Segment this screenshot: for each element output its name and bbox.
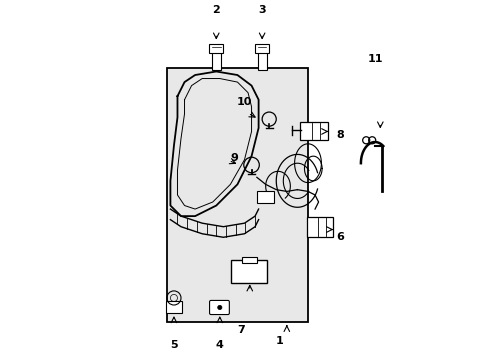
Circle shape (217, 305, 222, 310)
Text: 10: 10 (236, 97, 252, 107)
Text: 3: 3 (258, 5, 265, 15)
Bar (256, 191, 273, 203)
Text: 9: 9 (229, 153, 237, 163)
FancyBboxPatch shape (209, 44, 223, 53)
FancyBboxPatch shape (242, 257, 256, 264)
Bar (166, 301, 182, 313)
Bar (257, 52, 266, 70)
Text: 4: 4 (215, 339, 224, 350)
FancyBboxPatch shape (230, 260, 266, 283)
Text: 1: 1 (275, 336, 283, 346)
Text: 6: 6 (336, 232, 344, 242)
Text: 7: 7 (237, 325, 244, 336)
Text: 2: 2 (212, 5, 220, 15)
Bar (211, 52, 221, 70)
FancyBboxPatch shape (255, 44, 268, 53)
FancyBboxPatch shape (306, 217, 332, 237)
Text: 8: 8 (336, 130, 343, 140)
Text: 11: 11 (366, 54, 382, 64)
Bar (166, 68, 307, 322)
FancyBboxPatch shape (299, 122, 328, 140)
Text: 5: 5 (170, 339, 178, 350)
FancyBboxPatch shape (209, 301, 229, 315)
